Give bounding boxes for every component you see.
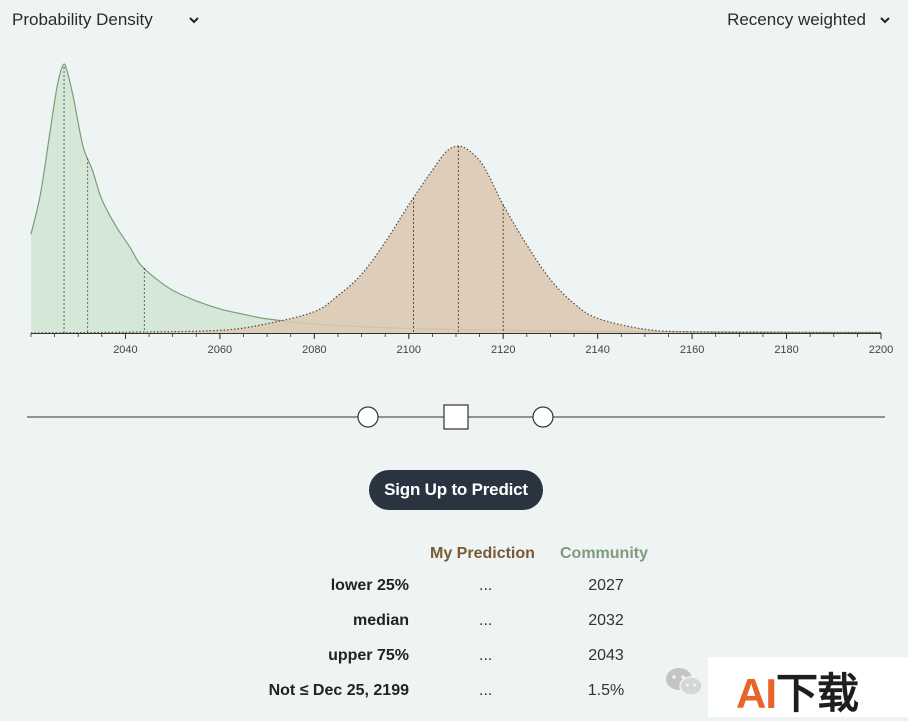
weighting-dropdown-label: Recency weighted (727, 10, 866, 29)
density-dropdown-label: Probability Density (12, 10, 153, 29)
my-prediction-value: ... (479, 647, 493, 664)
table-row: lower 25% ... 2027 (0, 577, 908, 601)
table-row: median ... 2032 (0, 612, 908, 636)
prediction-slider[interactable] (0, 395, 908, 439)
density-dropdown[interactable]: Probability Density (12, 10, 201, 30)
community-value: 1.5% (587, 682, 625, 699)
x-tick-label: 2160 (680, 344, 704, 356)
my-prediction-value: ... (479, 577, 493, 594)
probability-density-chart: 2040 2060 2080 2100 2120 2140 2160 2180 2200 (30, 63, 893, 356)
wechat-icon (666, 668, 703, 696)
watermark-logo (708, 657, 908, 717)
chevron-down-icon (880, 17, 890, 24)
x-tick-label: 2060 (208, 344, 232, 356)
row-label: lower 25% (330, 577, 409, 594)
x-tick-label: 2040 (113, 344, 137, 356)
row-label: median (352, 612, 409, 629)
x-tick-label: 2100 (397, 344, 421, 356)
weighting-dropdown[interactable]: Recency weighted (727, 10, 892, 30)
my-prediction-value: ... (479, 682, 493, 699)
series-1-area (31, 146, 881, 333)
row-label: upper 75% (328, 647, 409, 664)
chevron-down-icon (189, 17, 199, 24)
watermark-logo-text: AI下载 (736, 670, 859, 717)
series-0-area (31, 64, 881, 333)
x-tick-label: 2120 (491, 344, 515, 356)
community-value: 2027 (588, 577, 624, 594)
slider-handle-lower[interactable] (357, 406, 379, 428)
table-row: upper 75% ... 2043 (0, 647, 908, 671)
community-header: Community (560, 545, 648, 562)
my-prediction-header: My Prediction (430, 545, 535, 562)
slider-handle-center[interactable] (443, 404, 469, 430)
sign-up-to-predict-button[interactable]: Sign Up to Predict (369, 470, 543, 510)
table-row: Not ≤ Dec 25, 2199 ... 1.5% (0, 682, 908, 706)
x-tick-label: 2180 (774, 344, 798, 356)
slider-handle-upper[interactable] (532, 406, 554, 428)
community-value: 2043 (588, 647, 624, 664)
x-tick-label: 2140 (585, 344, 609, 356)
my-prediction-value: ... (479, 612, 493, 629)
row-label: Not ≤ Dec 25, 2199 (268, 682, 409, 699)
community-value: 2032 (588, 612, 624, 629)
x-tick-label: 2200 (869, 344, 893, 356)
x-tick-label: 2080 (302, 344, 326, 356)
